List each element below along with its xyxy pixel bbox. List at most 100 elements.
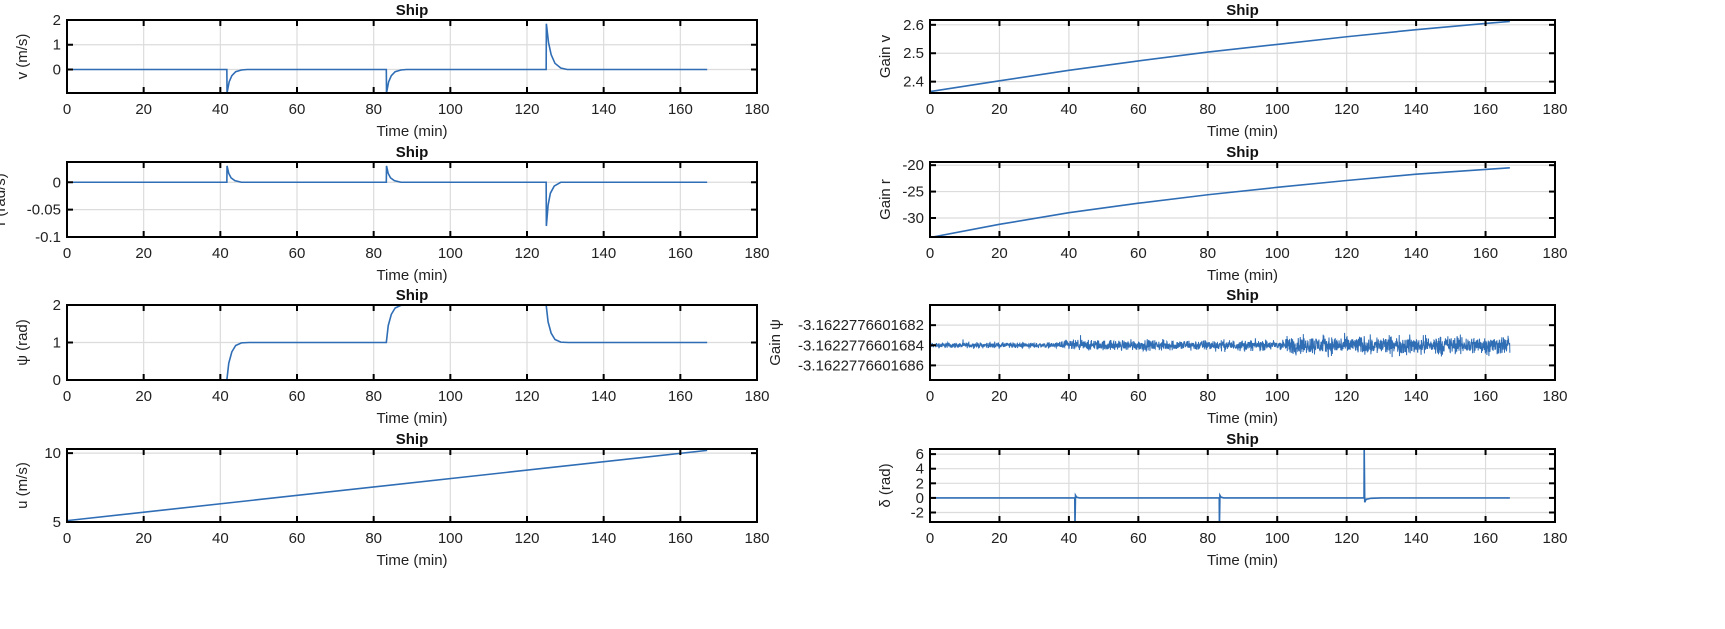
x-tick-label: 160 [1473,101,1498,118]
x-tick-label: 140 [1404,388,1429,405]
x-tick-label: 40 [212,101,229,118]
plot-area [67,165,708,227]
x-tick-label: 40 [1061,245,1078,262]
x-axis-label: Time (min) [1207,552,1278,569]
axes-box [66,19,758,94]
y-axis-label: Gain ψ [767,319,784,366]
x-tick-label: 140 [1404,245,1429,262]
x-tick-label: 20 [991,245,1008,262]
x-axis-label: Time (min) [376,123,447,140]
x-tick-label: 120 [514,530,539,547]
y-axis-label: δ (rad) [877,463,894,507]
x-tick-label: 0 [63,530,71,547]
chart-title: Ship [396,144,429,161]
y-axis-label: Gain v [877,34,894,78]
plot-area [930,20,1510,93]
chart-title: Ship [1226,431,1259,448]
x-tick-label: 80 [365,101,382,118]
x-tick-label: 0 [63,101,71,118]
data-series-line [67,23,708,93]
y-tick-label: 2.5 [903,45,924,62]
x-tick-label: 80 [365,530,382,547]
subplot-3: 0 20 40 60 80 100 120 140 160 180 0 1 2 Ship Time (min… [14,287,770,427]
x-tick-label: 180 [1542,245,1567,262]
y-tick-label: 0 [53,174,61,191]
data-series-noise [930,332,1511,358]
chart-title: Ship [396,2,429,19]
y-tick-label: 6 [916,446,924,463]
y-tick-label: 10 [44,445,61,462]
plot-area [67,449,708,522]
y-tick-label: -30 [902,210,924,227]
x-tick-label: 20 [991,530,1008,547]
y-tick-label: 1 [53,37,61,54]
x-tick-label: 100 [1265,530,1290,547]
x-tick-label: 0 [63,245,71,262]
y-tick-label: 4 [916,461,924,478]
y-tick-label: -3.1622776601682 [798,317,924,334]
x-tick-label: 180 [744,530,769,547]
x-tick-label: 120 [1334,245,1359,262]
axes-box [929,19,1556,94]
y-axis-label: u (m/s) [14,462,31,509]
y-tick-label: -3.1622776601686 [798,357,924,374]
x-tick-label: 40 [212,388,229,405]
data-series-line [930,167,1510,237]
x-tick-label: 180 [744,101,769,118]
y-tick-label: 2 [53,297,61,314]
chart-title: Ship [1226,2,1259,19]
x-tick-label: 160 [668,101,693,118]
x-tick-label: 140 [1404,101,1429,118]
x-tick-label: 60 [1130,388,1147,405]
data-series-line [930,449,1510,522]
y-tick-label: 5 [53,514,61,531]
y-axis-label: r (rad/s) [0,173,9,226]
x-tick-label: 0 [926,245,934,262]
x-tick-label: 0 [926,101,934,118]
axes-box [929,161,1556,238]
x-tick-label: 20 [991,388,1008,405]
x-tick-label: 0 [63,388,71,405]
x-tick-label: 80 [365,245,382,262]
x-tick-label: 40 [212,245,229,262]
x-tick-label: 140 [591,388,616,405]
x-axis-label: Time (min) [1207,267,1278,284]
x-tick-label: 20 [135,530,152,547]
x-tick-label: 40 [1061,388,1078,405]
y-tick-label: 2 [53,12,61,29]
x-tick-label: 180 [1542,101,1567,118]
y-tick-label: 0 [916,490,924,507]
chart-title: Ship [396,431,429,448]
y-tick-label: 0 [53,61,61,78]
chart-title: Ship [1226,144,1259,161]
x-tick-label: 100 [438,388,463,405]
x-tick-label: 80 [1199,245,1216,262]
plot-area [930,167,1510,237]
x-tick-label: 140 [591,530,616,547]
x-tick-label: 100 [438,530,463,547]
x-tick-label: 160 [668,530,693,547]
y-tick-label: -20 [902,157,924,174]
x-tick-label: 180 [1542,530,1567,547]
x-axis-label: Time (min) [1207,410,1278,427]
x-tick-label: 60 [289,245,306,262]
x-tick-label: 80 [1199,101,1216,118]
plot-area [930,449,1510,522]
x-axis-label: Time (min) [376,410,447,427]
data-series-line [67,165,708,227]
x-tick-label: 40 [212,530,229,547]
x-tick-label: 120 [1334,530,1359,547]
x-tick-label: 140 [1404,530,1429,547]
subplot-5: 0 20 40 60 80 100 120 140 160 180 2.4 2.5 2.6 Ship Tim… [877,2,1568,140]
y-tick-label: -0.05 [27,202,61,219]
plot-area [930,332,1511,358]
x-tick-label: 100 [1265,101,1290,118]
plot-area [67,23,708,93]
x-tick-label: 20 [135,245,152,262]
x-tick-label: 20 [991,101,1008,118]
x-tick-label: 80 [1199,388,1216,405]
x-tick-label: 120 [1334,388,1359,405]
x-tick-label: 160 [1473,530,1498,547]
